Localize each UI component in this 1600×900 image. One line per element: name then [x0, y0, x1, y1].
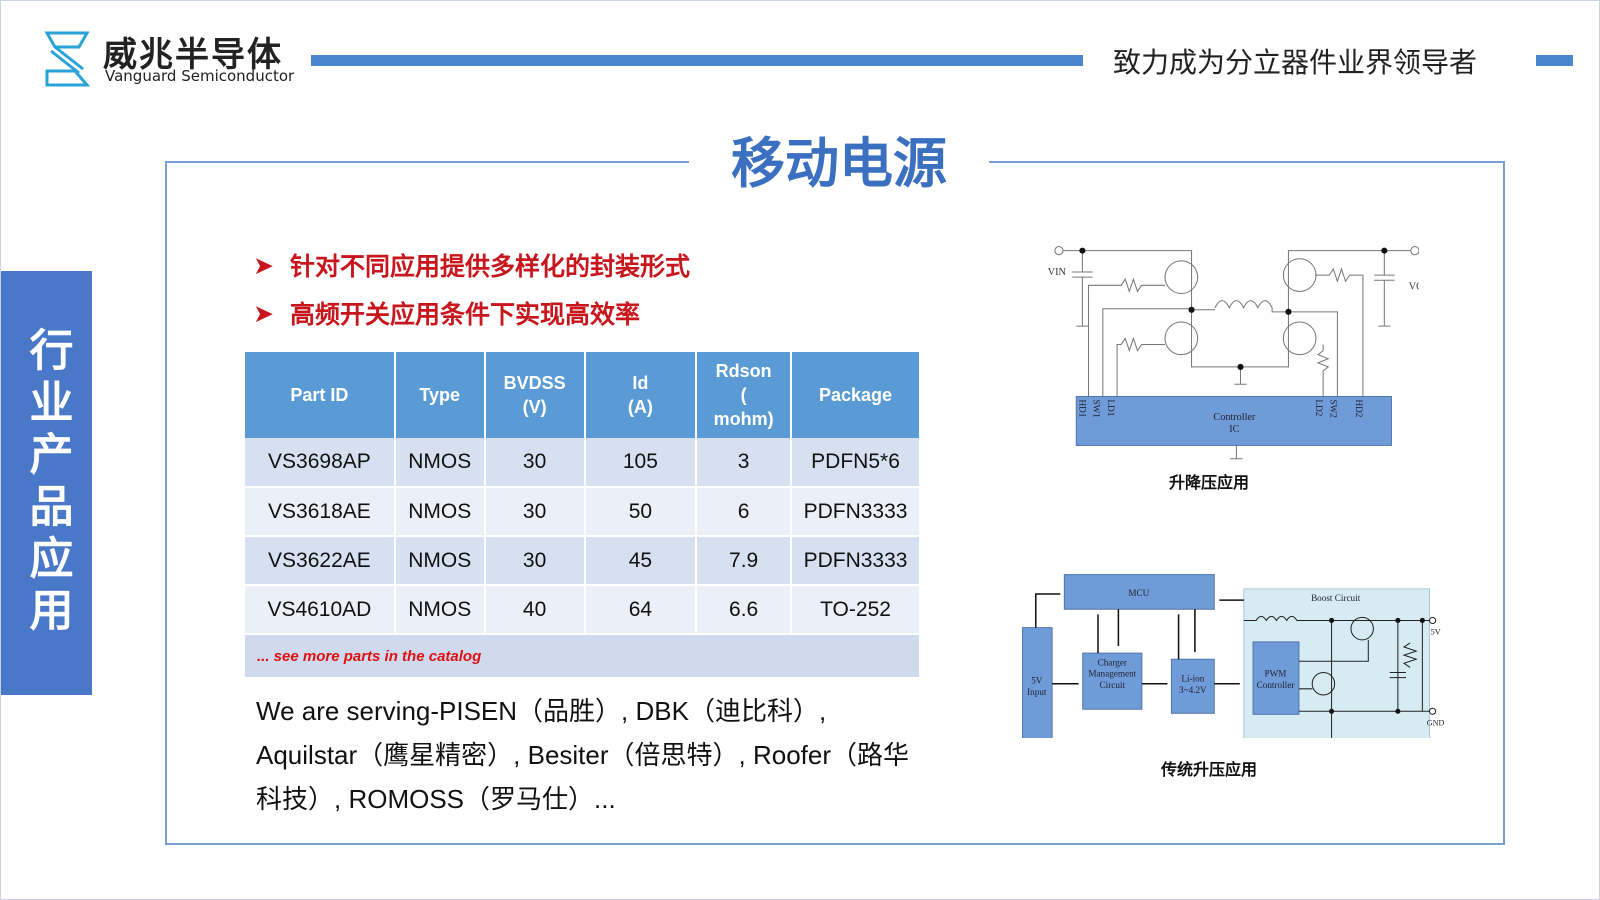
column-header: Rdson ( mohm) [696, 352, 793, 438]
pin-label: HD1 [1077, 400, 1087, 418]
catalog-link[interactable]: ... see more parts in the catalog [245, 634, 921, 679]
table-cell: 30 [484, 438, 586, 488]
input-label: 5V [1031, 676, 1043, 686]
bullet-item: ➤ 高频开关应用条件下实现高效率 [253, 295, 640, 331]
table-cell: NMOS [394, 585, 486, 635]
table-cell: 6 [696, 487, 793, 537]
bullet-text: 高频开关应用条件下实现高效率 [289, 300, 640, 329]
pin-label: LD1 [1106, 400, 1116, 417]
table-cell: 3 [696, 438, 793, 488]
table-cell: NMOS [394, 487, 486, 537]
customers-text: We are serving-PISEN（品胜）, DBK（迪比科）, Aqui… [256, 696, 910, 814]
page-title: 移动电源 [689, 119, 989, 198]
pin-label: SW2 [1328, 400, 1338, 419]
table-cell: VS4610AD [245, 585, 396, 635]
charger-label: Circuit [1100, 680, 1126, 690]
mcu-label: MCU [1128, 588, 1149, 598]
arrow-bullet-icon: ➤ [253, 298, 274, 328]
table-row: VS3618AE NMOS 30 50 6 PDFN3333 [245, 487, 921, 537]
table-cell: 40 [484, 585, 586, 635]
table-row: VS4610AD NMOS 40 64 6.6 TO-252 [245, 585, 921, 635]
bullet-text: 针对不同应用提供多样化的封装形式 [289, 252, 690, 281]
boost-diagram: MCU 5V Input Charger Management Circuit … [1022, 574, 1445, 738]
table-cell: 105 [584, 438, 698, 488]
table-cell: 30 [484, 487, 586, 537]
liion-label: Li-ion [1181, 674, 1204, 684]
input-label: Input [1027, 687, 1047, 697]
column-header: Type [394, 352, 486, 438]
gnd-label: GND [1427, 719, 1445, 728]
buck-boost-diagram: VIN VOUT Controller IC HD1 SW1 LD1 LD2 S… [1048, 246, 1419, 460]
liion-label: 3~4.2V [1179, 685, 1207, 695]
table-cell: VS3622AE [245, 536, 396, 586]
bullet-item: ➤ 针对不同应用提供多样化的封装形式 [253, 247, 690, 283]
out-label: 5V [1431, 628, 1441, 637]
pin-label: SW1 [1092, 400, 1102, 419]
table-cell: 45 [584, 536, 698, 586]
table-cell: 50 [584, 487, 698, 537]
header-bar [311, 55, 1083, 66]
table-cell: PDFN5*6 [791, 438, 921, 488]
table-cell: 30 [484, 536, 586, 586]
table-row: VS3698AP NMOS 30 105 3 PDFN5*6 [245, 438, 921, 488]
charger-label: Charger [1098, 657, 1127, 667]
table-cell: TO-252 [791, 585, 921, 635]
vin-label: VIN [1048, 267, 1067, 278]
controller-label-2: IC [1229, 424, 1239, 435]
diagram2-caption: 传统升压应用 [1161, 760, 1258, 779]
table-cell: VS3698AP [245, 438, 396, 488]
table-cell: NMOS [394, 536, 486, 586]
pin-label: LD2 [1314, 400, 1324, 417]
logo-icon [44, 31, 91, 87]
table-cell: 6.6 [696, 585, 793, 635]
table-cell: PDFN3333 [791, 536, 921, 586]
column-header: Package [791, 352, 921, 438]
diagram1-caption: 升降压应用 [1169, 473, 1250, 492]
boost-label: Boost Circuit [1311, 593, 1361, 603]
column-header: BVDSS (V) [484, 352, 586, 438]
table-cell: 7.9 [696, 536, 793, 586]
table-cell: PDFN3333 [791, 487, 921, 537]
table-cell: 64 [584, 585, 698, 635]
controller-label: Controller [1213, 412, 1255, 423]
charger-label: Management [1088, 669, 1136, 679]
table-row: VS3622AE NMOS 30 45 7.9 PDFN3333 [245, 536, 921, 586]
vout-label: VOUT [1409, 281, 1419, 292]
tagline: 致力成为分立器件业界领导者 [1113, 46, 1478, 79]
table-cell: VS3618AE [245, 487, 396, 537]
pwm-label: Controller [1257, 680, 1295, 690]
section-tab: 行业产品应用 [1, 271, 92, 695]
arrow-bullet-icon: ➤ [253, 250, 274, 280]
column-header: Id (A) [584, 352, 698, 438]
header-bar-right [1536, 55, 1573, 66]
pin-label: HD2 [1354, 400, 1364, 418]
column-header: Part ID [245, 352, 396, 438]
logo-text-en: Vanguard Semiconductor [105, 67, 295, 85]
pwm-label: PWM [1265, 669, 1287, 679]
parts-table: Part ID Type BVDSS (V) Id (A) Rdson ( mohm) P… [245, 352, 921, 679]
logo-text-cn: 威兆半导体 [103, 35, 283, 75]
table-cell: NMOS [394, 438, 486, 488]
